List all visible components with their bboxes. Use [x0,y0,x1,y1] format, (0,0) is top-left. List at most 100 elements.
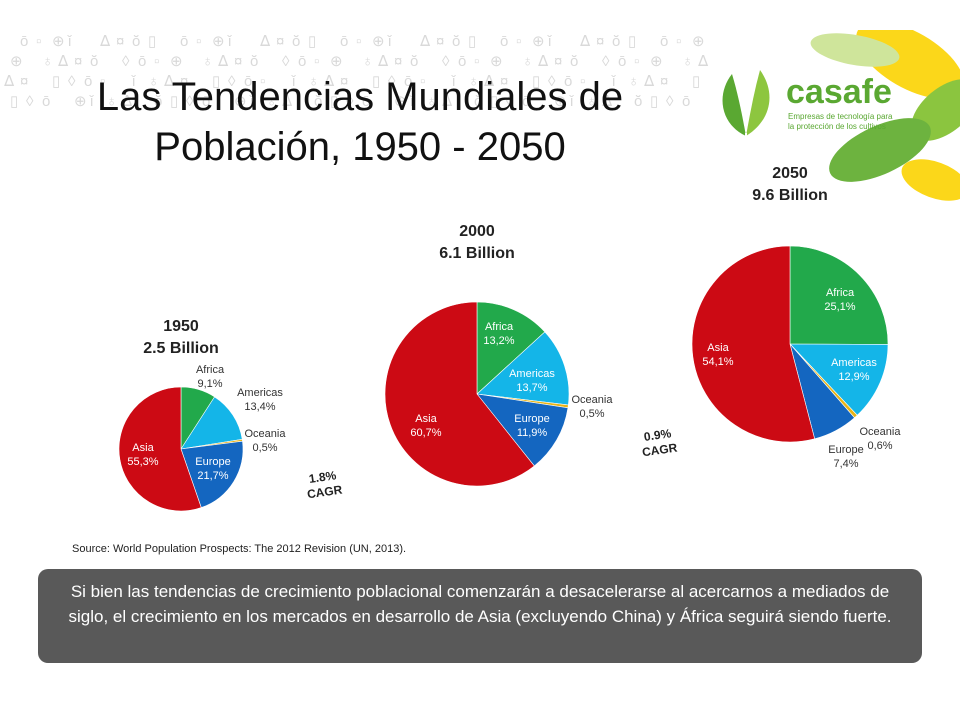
slice-label-oceania: Oceania [572,394,614,406]
svg-text:▯: ▯ [170,93,178,110]
slice-label-americas: Americas [237,387,283,399]
svg-text:ᐃ: ᐃ [602,93,613,110]
svg-text:ō: ō [84,73,92,90]
svg-text:ō: ō [244,73,252,90]
svg-text:ŏ: ŏ [410,53,418,70]
svg-text:▯: ▯ [372,73,380,90]
svg-text:ŏ: ŏ [132,33,140,50]
svg-text:¤: ¤ [340,73,348,90]
svg-text:▯: ▯ [52,73,60,90]
svg-text:ǐ: ǐ [249,93,254,110]
svg-text:ŏ: ŏ [90,53,98,70]
svg-text:ǐ: ǐ [451,73,456,90]
slice-value-americas: 13,7% [516,382,547,394]
chart-title: 2000 [459,223,495,240]
svg-text:¤: ¤ [276,33,284,50]
svg-text:¤: ¤ [116,33,124,50]
svg-text:ᐃ: ᐃ [282,93,293,110]
svg-text:▯: ▯ [330,93,338,110]
svg-text:ᐃ: ᐃ [580,33,591,50]
svg-text:ᐃ: ᐃ [698,53,709,70]
title-line-1: Las Tendencias Mundiales de [96,75,624,119]
svg-text:◊: ◊ [346,93,354,110]
svg-text:¤: ¤ [554,53,562,70]
svg-text:▯: ▯ [10,93,18,110]
svg-text:ŏ: ŏ [154,93,162,110]
svg-text:ō: ō [564,73,572,90]
casafe-logo: casafe Empresas de tecnología para la pr… [712,64,902,144]
svg-text:¤: ¤ [180,73,188,90]
slice-value-africa: 13,2% [483,335,514,347]
svg-text:◊: ◊ [282,53,290,70]
slice-value-africa: 25,1% [824,301,855,313]
logo-tagline-2: la protección de los cultivos [788,122,886,131]
svg-text:ǐ: ǐ [409,93,414,110]
svg-text:♁: ♁ [202,53,213,70]
pie-chart-2000: 2000 6.1 Billion Africa 13,2% Americas 13,7% O… [384,223,614,487]
svg-text:¤: ¤ [20,73,28,90]
svg-text:▫: ▫ [356,33,361,50]
cagr-label-2: 0.9% CAGR [639,426,678,461]
slice-value-asia: 60,7% [410,427,441,439]
svg-text:♁: ♁ [148,73,159,90]
svg-text:♁: ♁ [682,53,693,70]
svg-text:▯: ▯ [628,33,636,50]
svg-text:⊕: ⊕ [74,93,87,110]
svg-text:⊕: ⊕ [554,93,567,110]
svg-text:♁: ♁ [586,93,597,110]
svg-text:ō: ō [362,93,370,110]
svg-text:▯: ▯ [308,33,316,50]
svg-text:▫: ▫ [154,53,159,70]
pie-slice-americas [476,331,570,406]
svg-text:▫: ▫ [420,73,425,90]
svg-text:ō: ō [340,33,348,50]
svg-text:¤: ¤ [394,53,402,70]
pie-slice-asia [118,386,202,512]
svg-text:◊: ◊ [548,73,556,90]
svg-text:ŏ: ŏ [634,93,642,110]
svg-text:▫: ▫ [260,73,265,90]
svg-text:▫: ▫ [36,33,41,50]
svg-text:▫: ▫ [474,53,479,70]
svg-text:ō: ō [618,53,626,70]
svg-text:▯: ▯ [532,73,540,90]
svg-text:ǐ: ǐ [227,33,232,50]
svg-text:▫: ▫ [634,53,639,70]
slice-label-americas: Americas [831,357,877,369]
title-line-2: Población, 1950 - 2050 [154,125,566,169]
svg-text:ǐ: ǐ [387,33,392,50]
source-note: Source: World Population Prospects: The … [72,543,407,555]
svg-text:ŏ: ŏ [612,33,620,50]
svg-text:⊕: ⊕ [532,33,545,50]
svg-text:⊕: ⊕ [52,33,65,50]
svg-text:▫: ▫ [676,33,681,50]
pie-slice-europe [476,393,569,467]
svg-text:▫: ▫ [516,33,521,50]
svg-text:ō: ō [404,73,412,90]
svg-text:ᐃ: ᐃ [442,93,453,110]
slice-label-africa: Africa [485,321,514,333]
svg-text:♁: ♁ [266,93,277,110]
slice-value-europe: 7,4% [833,458,858,470]
svg-text:ᐃ: ᐃ [4,73,15,90]
slice-value-oceania: 0,6% [867,440,892,452]
svg-text:ᐃ: ᐃ [484,73,495,90]
slice-value-asia: 54,1% [702,356,733,368]
slice-label-europe: Europe [195,456,230,468]
svg-text:ŏ: ŏ [314,93,322,110]
svg-text:◊: ◊ [122,53,130,70]
svg-text:♁: ♁ [308,73,319,90]
svg-text:¤: ¤ [74,53,82,70]
svg-text:ᐃ: ᐃ [420,33,431,50]
pie-slice-asia [384,301,535,487]
logo-tagline-1: Empresas de tecnología para [788,112,893,121]
slice-value-oceania: 0,5% [252,442,277,454]
svg-text:⊕: ⊕ [330,53,343,70]
svg-text:ō: ō [20,33,28,50]
svg-text:◊: ◊ [228,73,236,90]
pie-slice-americas [789,343,889,416]
svg-text:♁: ♁ [522,53,533,70]
svg-text:▯: ▯ [490,93,498,110]
svg-text:ō: ō [522,93,530,110]
